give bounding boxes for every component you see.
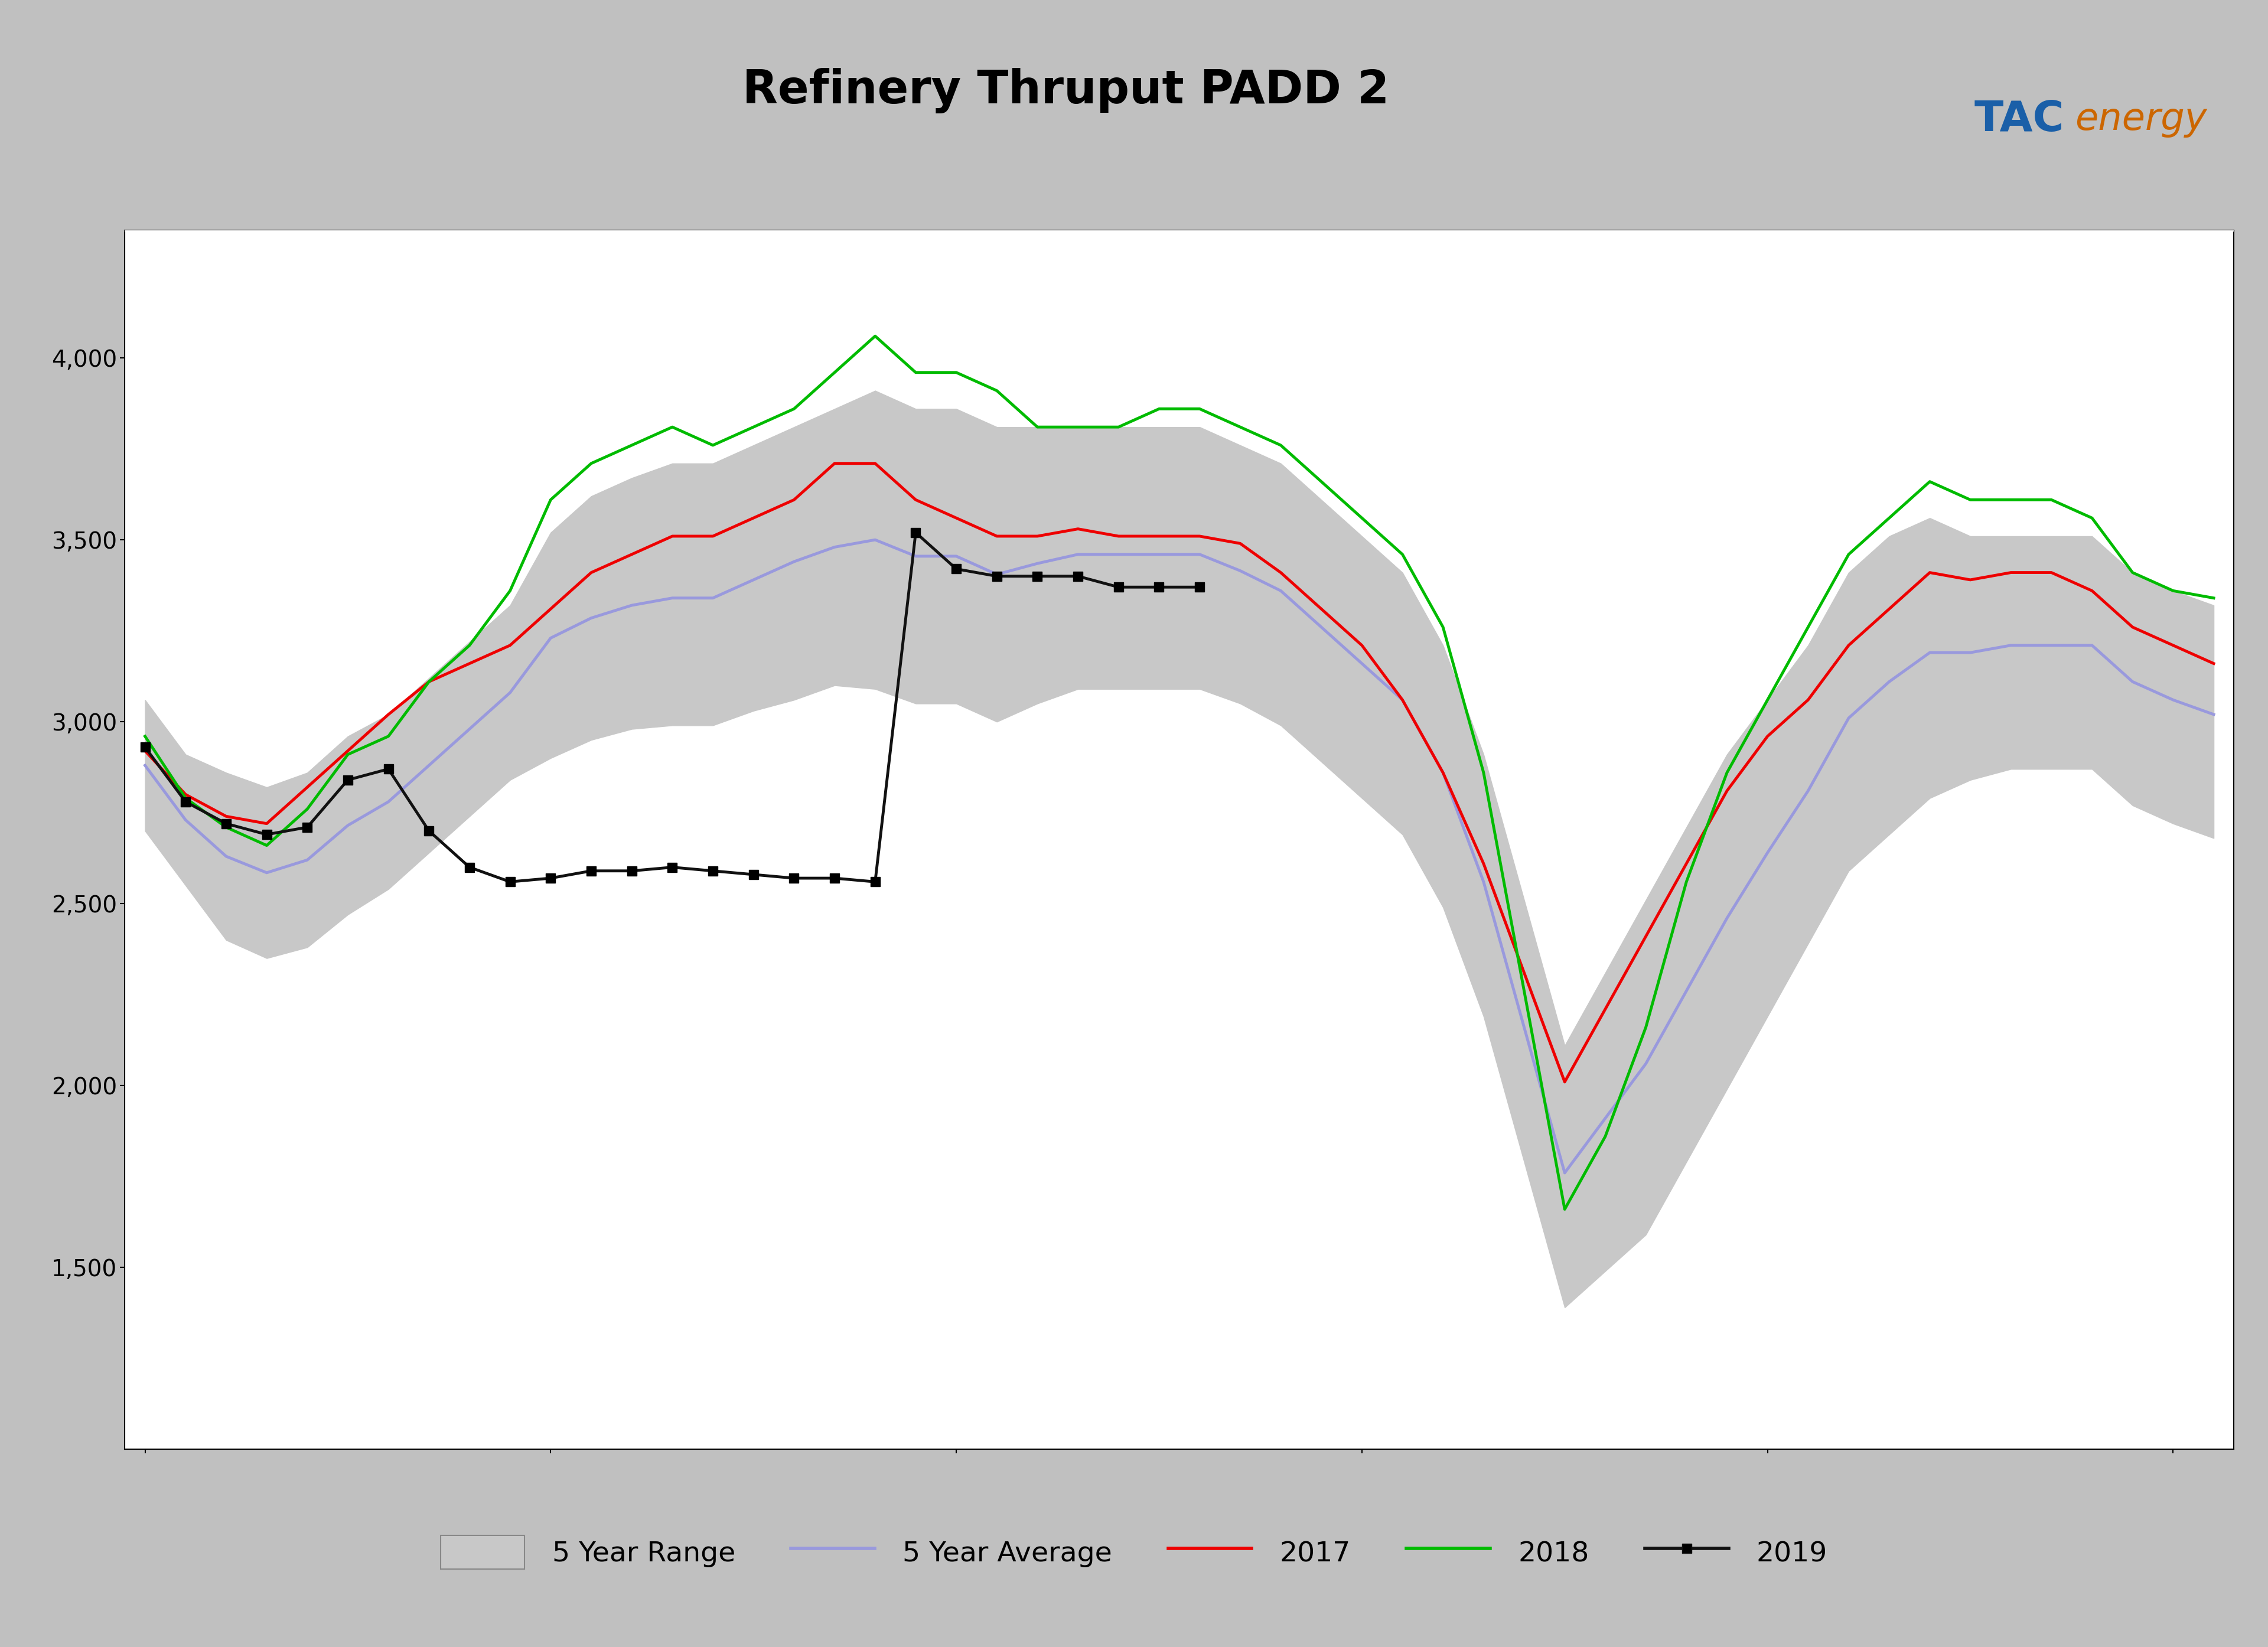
Text: energy: energy <box>2075 100 2207 138</box>
Text: TAC: TAC <box>1973 99 2064 140</box>
Legend: 5 Year Range, 5 Year Average, 2017, 2018, 2019: 5 Year Range, 5 Year Average, 2017, 2018… <box>429 1523 1839 1581</box>
Text: Refinery Thruput PADD 2: Refinery Thruput PADD 2 <box>742 68 1390 114</box>
